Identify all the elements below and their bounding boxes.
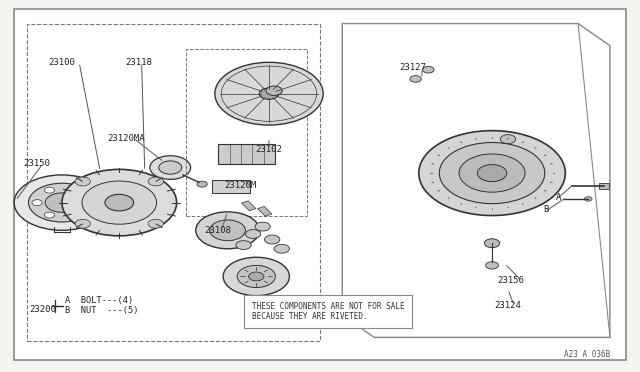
Circle shape <box>259 88 279 99</box>
Text: A23 A 036B: A23 A 036B <box>564 350 610 359</box>
Text: 23120M: 23120M <box>224 182 257 190</box>
Circle shape <box>69 187 79 193</box>
Circle shape <box>246 230 260 238</box>
Circle shape <box>196 212 259 249</box>
Text: 23102: 23102 <box>255 145 282 154</box>
Text: 23200: 23200 <box>29 305 56 314</box>
Circle shape <box>500 135 516 144</box>
Circle shape <box>62 169 177 236</box>
Circle shape <box>197 181 207 187</box>
Text: 23120MA: 23120MA <box>107 134 145 142</box>
Circle shape <box>223 257 289 296</box>
Text: B  NUT  ---(5): B NUT ---(5) <box>65 306 139 315</box>
Circle shape <box>75 219 90 228</box>
Bar <box>599 183 609 189</box>
Circle shape <box>419 131 565 215</box>
Circle shape <box>439 142 545 203</box>
Circle shape <box>484 239 500 248</box>
Circle shape <box>477 164 507 182</box>
Circle shape <box>44 212 54 218</box>
Circle shape <box>236 241 251 250</box>
Text: THESE COMPONENTS ARE NOT FOR SALE
BECAUSE THEY ARE RIVETED.: THESE COMPONENTS ARE NOT FOR SALE BECAUS… <box>252 302 404 321</box>
Bar <box>218 144 275 164</box>
Text: A: A <box>556 193 562 202</box>
Circle shape <box>215 62 323 125</box>
Circle shape <box>248 272 264 281</box>
Text: 23156: 23156 <box>498 276 525 285</box>
Text: A  BOLT---(4): A BOLT---(4) <box>65 296 133 305</box>
Bar <box>244 295 412 328</box>
Circle shape <box>28 183 95 222</box>
Circle shape <box>82 181 157 224</box>
Bar <box>257 206 272 216</box>
Text: 23108: 23108 <box>205 226 232 235</box>
Bar <box>212 180 250 193</box>
Circle shape <box>255 222 270 231</box>
Circle shape <box>237 265 275 288</box>
Text: B: B <box>543 205 549 215</box>
Bar <box>186 49 307 215</box>
Text: 23100: 23100 <box>49 58 76 67</box>
Circle shape <box>210 220 246 241</box>
Circle shape <box>264 235 280 244</box>
Circle shape <box>105 194 134 211</box>
Circle shape <box>459 154 525 192</box>
Circle shape <box>75 177 90 186</box>
Circle shape <box>150 156 191 179</box>
Circle shape <box>422 66 434 73</box>
Circle shape <box>584 197 592 201</box>
Circle shape <box>45 193 79 212</box>
Text: 23124: 23124 <box>495 301 522 311</box>
Circle shape <box>274 244 289 253</box>
Circle shape <box>266 86 282 96</box>
Circle shape <box>159 161 182 174</box>
Circle shape <box>148 177 163 186</box>
Circle shape <box>69 212 79 218</box>
Text: 23150: 23150 <box>23 159 50 169</box>
Bar <box>27 23 320 341</box>
Circle shape <box>32 200 42 206</box>
Text: 23127: 23127 <box>399 63 426 72</box>
Circle shape <box>82 200 92 206</box>
Circle shape <box>486 262 499 269</box>
Circle shape <box>44 187 54 193</box>
Text: 23118: 23118 <box>125 58 152 67</box>
Circle shape <box>410 76 421 82</box>
Circle shape <box>148 219 163 228</box>
Bar <box>242 201 256 211</box>
Circle shape <box>14 175 109 230</box>
